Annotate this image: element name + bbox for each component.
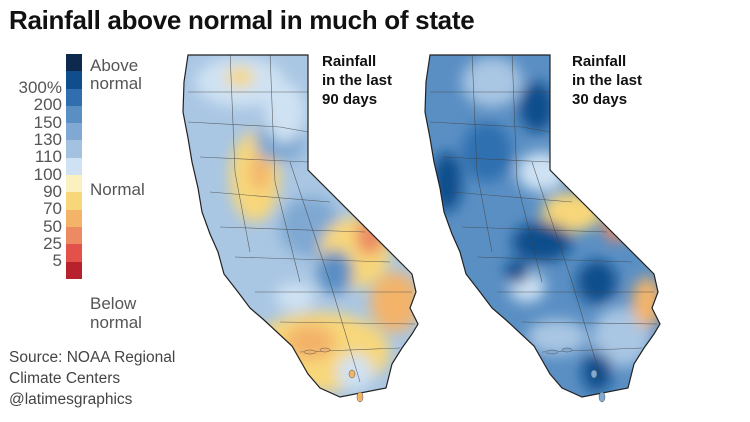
map-label-30-line-2: in the last: [572, 72, 643, 89]
legend-swatch: [66, 192, 82, 210]
source-line-1: Source: NOAA Regional: [9, 349, 176, 366]
legend-swatch: [66, 88, 82, 106]
legend-swatch: [66, 123, 82, 141]
legend-tick-label: 100: [33, 164, 62, 184]
california-map-30-days: [424, 54, 661, 403]
legend-swatch: [66, 175, 82, 193]
legend-tick-label: 130: [33, 130, 62, 149]
legend-tick-label: 200: [33, 95, 62, 115]
legend-normal-label: Normal: [90, 180, 145, 199]
legend-tick-label: 50: [43, 216, 62, 236]
legend-tick-label: 70: [43, 199, 62, 219]
legend-swatch: [66, 244, 82, 262]
page-title: Rainfall above normal in much of state: [9, 5, 475, 35]
legend-tick-label: 90: [43, 181, 62, 201]
legend-swatch: [66, 157, 82, 176]
legend-tick-label: 300%: [18, 78, 62, 98]
map-label-90-line-3: 90 days: [322, 91, 378, 108]
legend-tick-label: 25: [43, 233, 62, 253]
channel-islands-90: [303, 347, 364, 403]
map-90-days: Rainfall in the last 90 days: [180, 52, 465, 422]
legend-color-bar: [66, 54, 82, 279]
legend-tick-label: 150: [33, 112, 62, 132]
source-credit: Source: NOAA Regional Climate Centers @l…: [9, 347, 175, 410]
california-map-90-days: [182, 54, 419, 403]
legend-swatch: [66, 226, 82, 245]
legend-swatch: [66, 209, 82, 227]
legend-swatch: [66, 261, 82, 279]
legend-above-label-2: normal: [90, 74, 142, 93]
map-label-30-line-1: Rainfall: [572, 53, 627, 70]
source-line-2: Climate Centers: [9, 370, 121, 387]
channel-islands-30: [545, 347, 606, 403]
legend-tick-label: 5: [52, 251, 62, 271]
legend-above-label-1: Above: [90, 56, 139, 75]
legend-swatch: [66, 140, 82, 158]
legend-swatch: [66, 105, 82, 124]
legend-tick-label: 110: [34, 147, 62, 167]
source-line-3: @latimesgraphics: [9, 391, 133, 408]
map-30-days: Rainfall in the last 30 days: [422, 52, 707, 422]
legend-swatch: [66, 54, 82, 72]
map-label-30-line-3: 30 days: [572, 91, 628, 108]
legend-swatch: [66, 71, 82, 89]
map-label-90-line-1: Rainfall: [322, 53, 377, 70]
legend-below-label-1: Below: [90, 294, 137, 313]
map-label-90-line-2: in the last: [322, 72, 393, 89]
legend: 300% 200 150 130 110 100 90 70 50 25 5 Above norma…: [0, 54, 185, 339]
legend-below-label-2: normal: [90, 313, 142, 332]
